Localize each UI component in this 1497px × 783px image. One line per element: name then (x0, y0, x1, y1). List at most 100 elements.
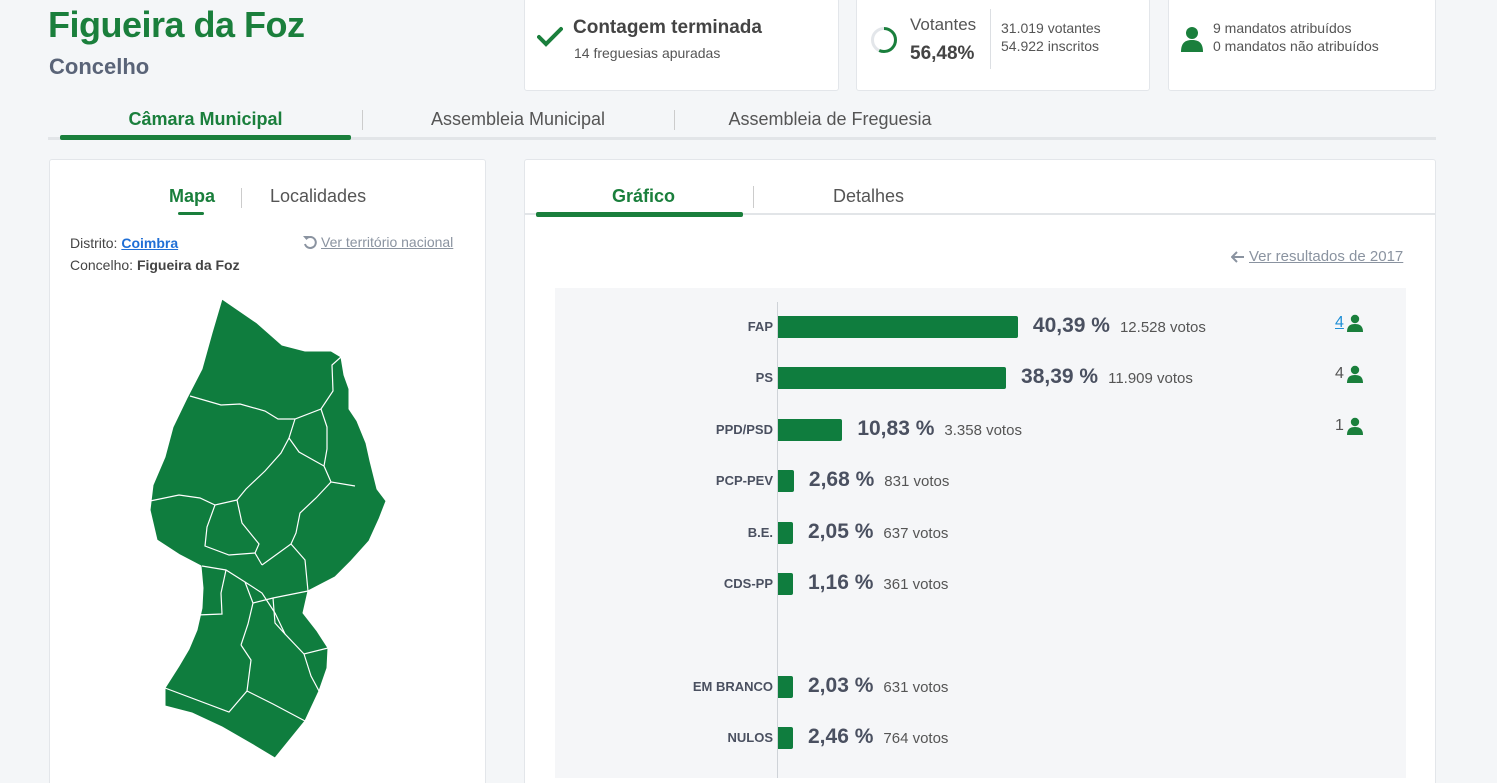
mandates-unassigned: 0 mandatos não atribuídos (1213, 38, 1379, 54)
result-value: 2,05 % 637 votos (808, 520, 948, 544)
voters-count: 31.019 votantes (1001, 20, 1101, 36)
result-bar (778, 727, 793, 749)
chart-axis (777, 302, 778, 778)
seats-count: 4 (1335, 365, 1363, 383)
percent-label: 2,46 % (808, 725, 874, 748)
percent-label: 1,16 % (808, 571, 874, 594)
tabs-baseline (525, 213, 1435, 215)
party-label: PPD/PSD (715, 422, 773, 437)
party-label: EM BRANCO (692, 679, 773, 694)
tab-separator (753, 186, 754, 208)
divider (990, 9, 991, 69)
tab-assembleia-municipal[interactable]: Assembleia Municipal (430, 109, 606, 129)
seats-number[interactable]: 4 (1335, 314, 1344, 331)
votes-label: 361 votos (883, 576, 949, 593)
result-bar (778, 470, 794, 492)
district-label: Distrito: (70, 235, 118, 251)
votes-label: 631 votos (883, 679, 949, 696)
tab-separator (362, 110, 363, 130)
checkmark-icon (537, 27, 563, 47)
result-bar (778, 676, 793, 698)
active-tab-indicator (60, 135, 351, 140)
result-row: B.E. 2,05 % 637 votos (555, 520, 1406, 545)
undo-icon (303, 236, 317, 249)
result-value: 40,39 % 12.528 votos (1033, 314, 1206, 338)
percent-label: 38,39 % (1021, 365, 1099, 388)
national-territory-link[interactable]: Ver território nacional (302, 234, 453, 250)
result-value: 2,68 % 831 votos (809, 468, 949, 492)
district-link[interactable]: Coimbra (121, 235, 179, 251)
previous-results-link[interactable]: Ver resultados de 2017 (1231, 248, 1403, 265)
national-territory-text: Ver território nacional (321, 234, 454, 250)
party-label: PS (755, 370, 773, 385)
votes-label: 11.909 votos (1108, 370, 1193, 387)
result-value: 10,83 % 3.358 votos (857, 417, 1022, 441)
arrow-left-icon (1231, 250, 1244, 263)
active-tab-indicator (178, 212, 204, 215)
result-bar (778, 522, 793, 544)
percent-label: 10,83 % (857, 417, 935, 440)
count-status-subtitle: 14 freguesias apuradas (574, 45, 721, 61)
percent-label: 2,03 % (808, 674, 874, 697)
result-row: CDS-PP 1,16 % 361 votos (555, 571, 1406, 596)
result-bar (778, 573, 793, 595)
percent-label: 2,68 % (808, 468, 875, 491)
seats-count[interactable]: 4 (1335, 314, 1363, 332)
parish-borders (149, 356, 356, 722)
party-label: B.E. (747, 525, 773, 540)
result-value: 1,16 % 361 votos (808, 571, 948, 595)
result-row: PS 38,39 % 11.909 votos 4 (555, 365, 1406, 390)
council-line: Concelho: Figueira da Foz (70, 257, 240, 273)
tab-grafico[interactable]: Gráfico (612, 186, 676, 206)
council-value: Figueira da Foz (136, 257, 240, 273)
district-line: Distrito: Coimbra (70, 235, 178, 251)
tab-detalhes[interactable]: Detalhes (833, 186, 905, 206)
tab-separator (674, 110, 675, 130)
seats-number: 4 (1335, 365, 1344, 382)
result-row: EM BRANCO 2,03 % 631 votos (555, 674, 1406, 699)
map-panel: Mapa Localidades Distrito: Coimbra Conce… (49, 159, 486, 783)
turnout-ring-icon (871, 27, 897, 53)
person-icon (1346, 365, 1363, 383)
party-label: NULOS (727, 730, 774, 745)
result-row: FAP 40,39 % 12.528 votos 4 (555, 314, 1406, 339)
votes-label: 3.358 votos (944, 422, 1022, 439)
tab-assembleia-freguesia[interactable]: Assembleia de Freguesia (728, 109, 932, 129)
voters-card: Votantes 56,48% 31.019 votantes 54.922 i… (856, 0, 1150, 91)
votes-label: 764 votos (883, 730, 949, 747)
council-map[interactable] (145, 293, 395, 763)
percent-label: 40,39 % (1032, 314, 1110, 337)
count-status-title: Contagem terminada (573, 17, 762, 38)
tab-camara-municipal[interactable]: Câmara Municipal (128, 109, 283, 129)
election-type-tabs: Câmara Municipal Assembleia Municipal As… (48, 104, 1436, 140)
tab-separator (241, 188, 242, 208)
tab-mapa[interactable]: Mapa (169, 186, 216, 206)
count-status-card: Contagem terminada 14 freguesias apurada… (524, 0, 839, 91)
previous-results-text: Ver resultados de 2017 (1249, 248, 1404, 265)
registered-count: 54.922 inscritos (1001, 38, 1100, 54)
result-row: PPD/PSD 10,83 % 3.358 votos 1 (555, 417, 1406, 442)
party-label: PCP-PEV (715, 473, 773, 488)
percent-label: 2,05 % (808, 520, 874, 543)
result-row: NULOS 2,46 % 764 votos (555, 725, 1406, 750)
seats-number: 1 (1335, 417, 1344, 434)
active-tab-indicator (536, 212, 743, 217)
turnout-percent: 56,48% (910, 43, 975, 64)
tab-localidades[interactable]: Localidades (270, 186, 367, 206)
votes-label: 12.528 votos (1119, 319, 1206, 336)
results-panel: Gráfico Detalhes Ver resultados de 2017 … (524, 159, 1436, 783)
result-value: 38,39 % 11.909 votos (1021, 365, 1193, 389)
council-outline[interactable] (149, 298, 387, 759)
page-title: Figueira da Foz (48, 4, 305, 45)
result-bar (778, 316, 1018, 338)
page-subtitle: Concelho (49, 54, 150, 79)
votes-label: 637 votos (883, 525, 949, 542)
voters-label: Votantes (910, 15, 977, 34)
person-icon (1346, 314, 1363, 332)
result-value: 2,03 % 631 votos (808, 674, 948, 698)
seats-count: 1 (1335, 417, 1363, 435)
party-label: CDS-PP (723, 576, 773, 591)
result-row: PCP-PEV 2,68 % 831 votos (555, 468, 1406, 493)
votes-label: 831 votos (884, 473, 950, 490)
mandates-assigned: 9 mandatos atribuídos (1213, 20, 1352, 36)
